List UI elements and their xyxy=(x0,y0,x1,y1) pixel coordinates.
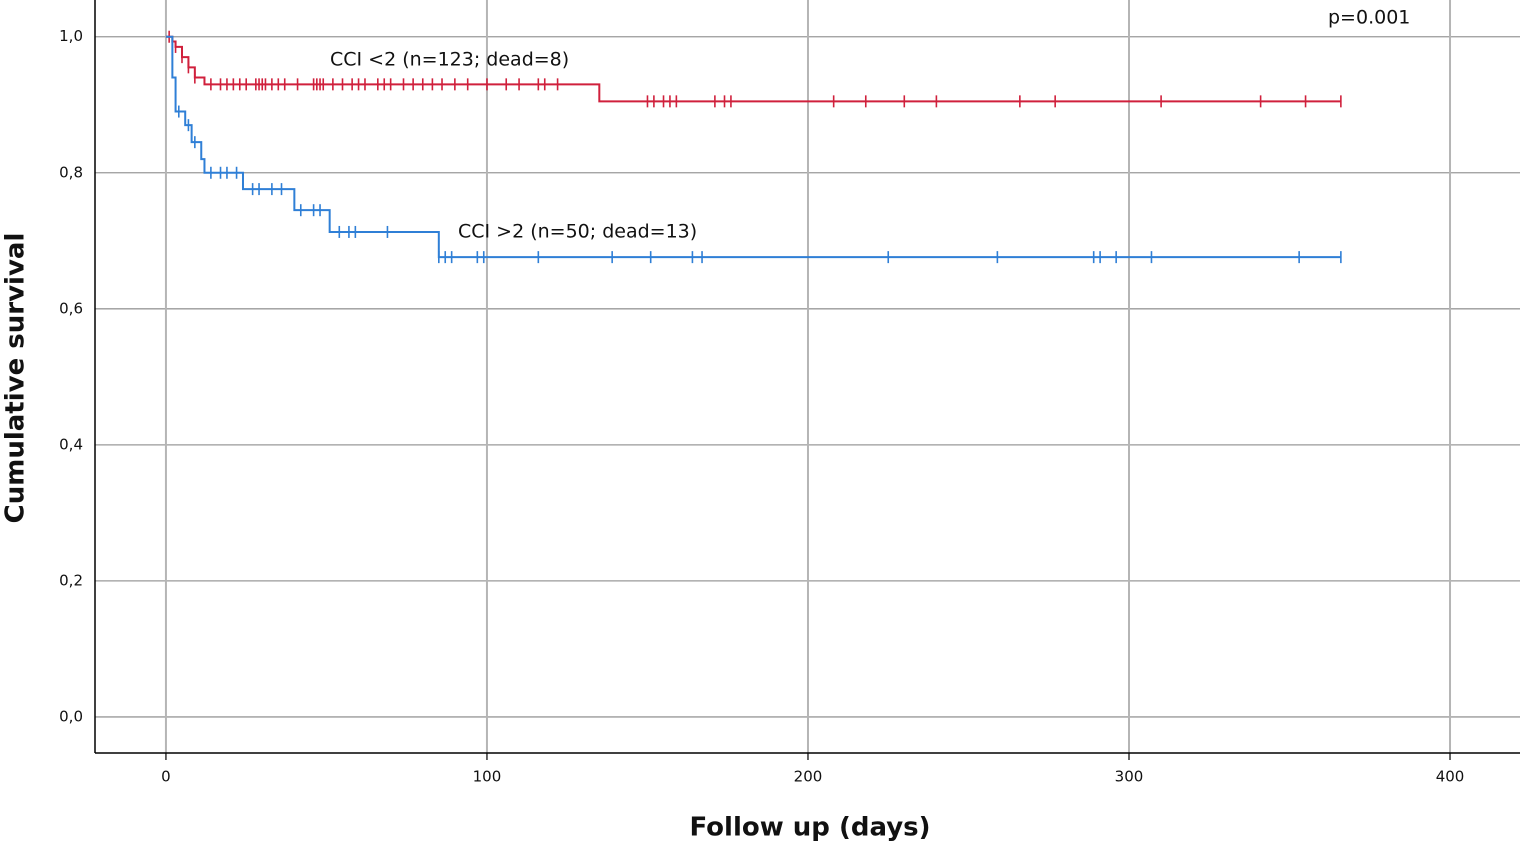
x-tick-label: 300 xyxy=(1115,768,1144,786)
x-axis-title: Follow up (days) xyxy=(689,813,930,843)
y-tick-label: 0,0 xyxy=(59,707,83,725)
series-label: CCI <2 (n=123; dead=8) xyxy=(330,49,569,71)
p-value: p=0.001 xyxy=(1328,7,1410,29)
y-tick-label: 0,2 xyxy=(59,571,83,589)
series-label: CCI >2 (n=50; dead=13) xyxy=(458,221,697,243)
x-tick-label: 200 xyxy=(794,768,823,786)
x-tick-label: 100 xyxy=(473,768,502,786)
x-tick-label: 0 xyxy=(161,768,171,786)
y-tick-label: 0,6 xyxy=(59,299,83,317)
y-tick-label: 0,8 xyxy=(59,163,83,181)
x-tick-label: 400 xyxy=(1436,768,1465,786)
y-tick-label: 1,0 xyxy=(59,27,83,45)
survival-curve xyxy=(165,35,1341,259)
y-axis-title: Cumulative survival xyxy=(1,233,31,524)
y-tick-label: 0,4 xyxy=(59,435,83,453)
